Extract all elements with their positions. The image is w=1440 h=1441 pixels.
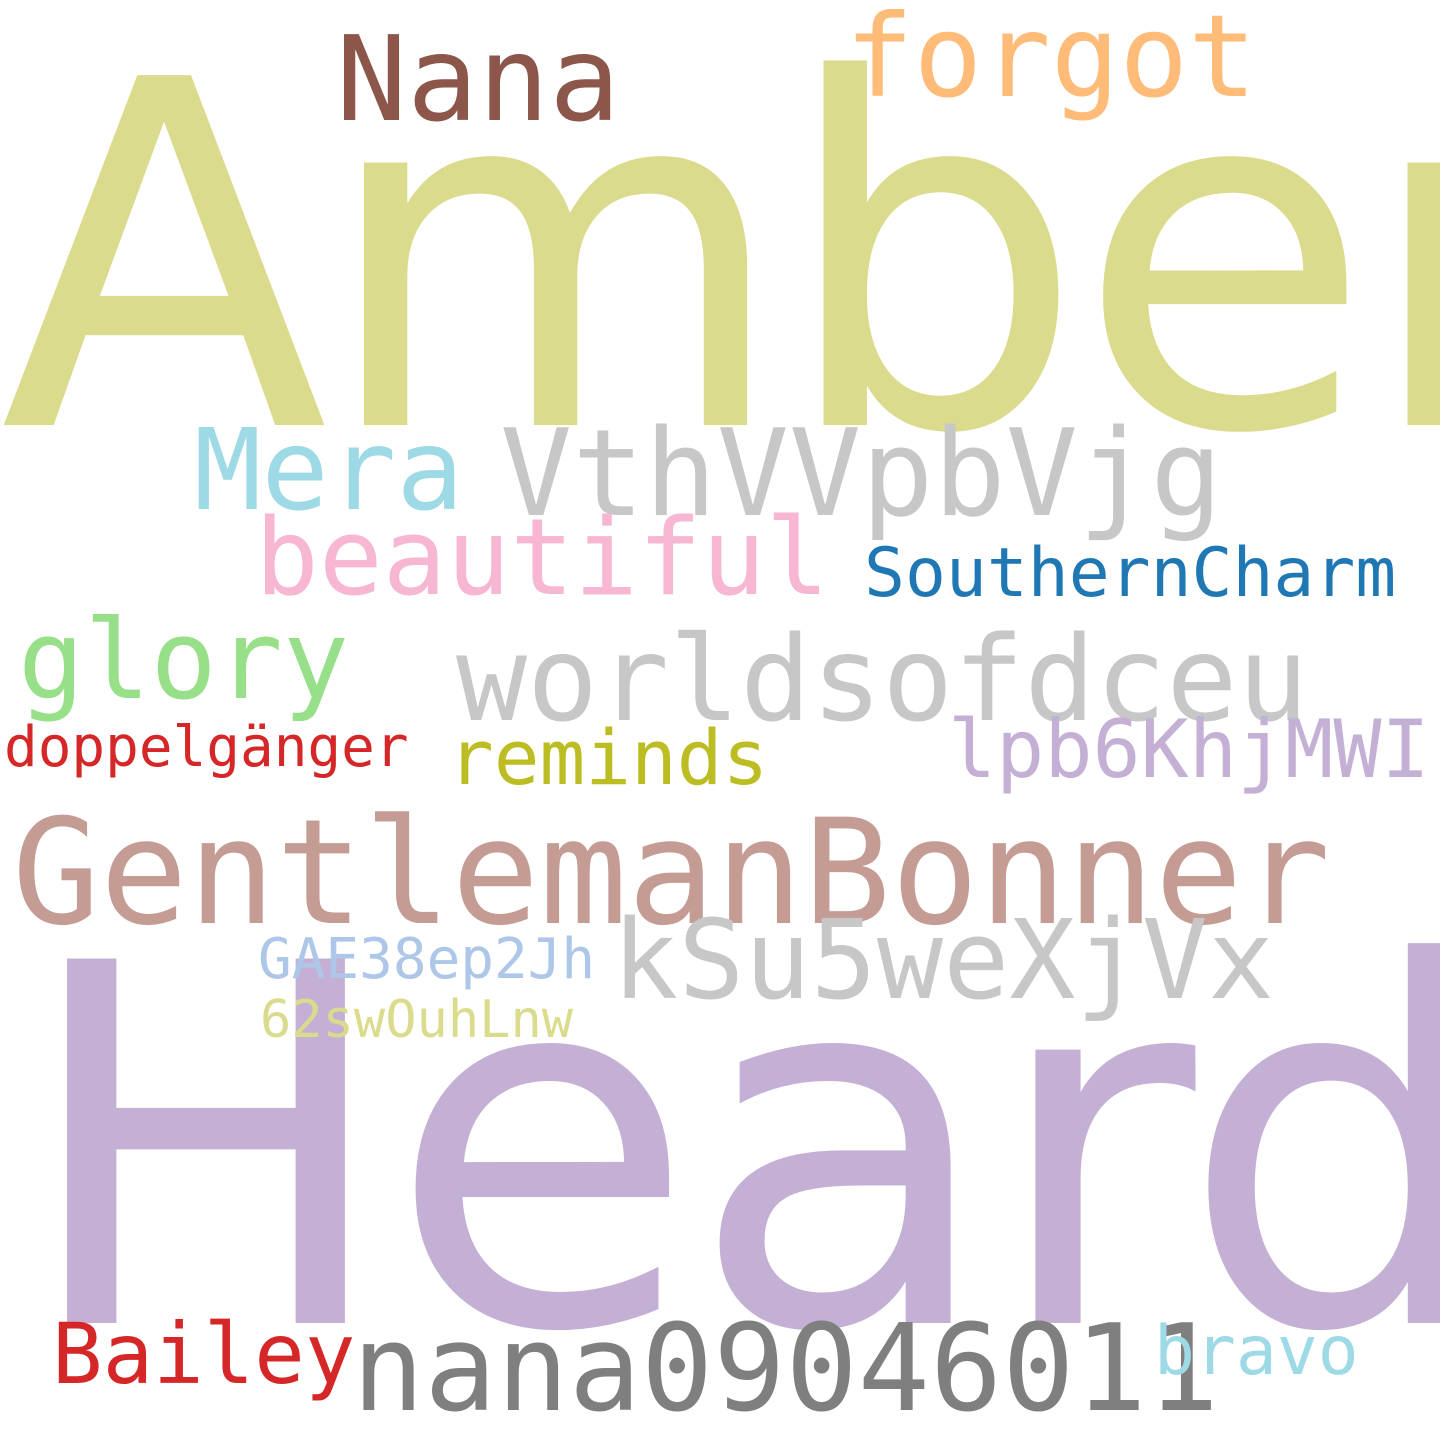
word-lpb6khjmwi: lpb6KhjMWI <box>948 703 1430 796</box>
word-southerncharm: SouthernCharm <box>864 534 1397 613</box>
word-vthvvpbvjg: VthVVpbVjg <box>500 405 1223 544</box>
word-nana09046011: nana09046011 <box>352 1300 1219 1439</box>
word-nana: Nana <box>336 10 621 148</box>
word-mera: Mera <box>194 406 464 536</box>
word-glory: glory <box>18 596 350 724</box>
word-reminds: reminds <box>448 713 769 802</box>
word-ksu5wexjvx: kSu5weXjVx <box>612 896 1275 1024</box>
word-heard: Heard <box>18 859 1440 1441</box>
word-amber: Amber <box>0 0 1440 539</box>
word-worldsofdceu: worldsofdceu <box>456 610 1309 748</box>
word-gentlemanbonner: GentlemanBonner <box>12 788 1331 958</box>
word-forgot: forgot <box>845 0 1257 123</box>
word-gae38ep2jh: GAE38ep2Jh <box>258 927 596 992</box>
word-bailey: Bailey <box>52 1305 356 1403</box>
word-beautiful: beautiful <box>255 496 830 619</box>
word-62swouhlnw: 62swOuhLnw <box>260 990 574 1050</box>
word-bravo: bravo <box>1154 1312 1359 1391</box>
word-doppelganger: doppelgänger <box>4 715 409 780</box>
